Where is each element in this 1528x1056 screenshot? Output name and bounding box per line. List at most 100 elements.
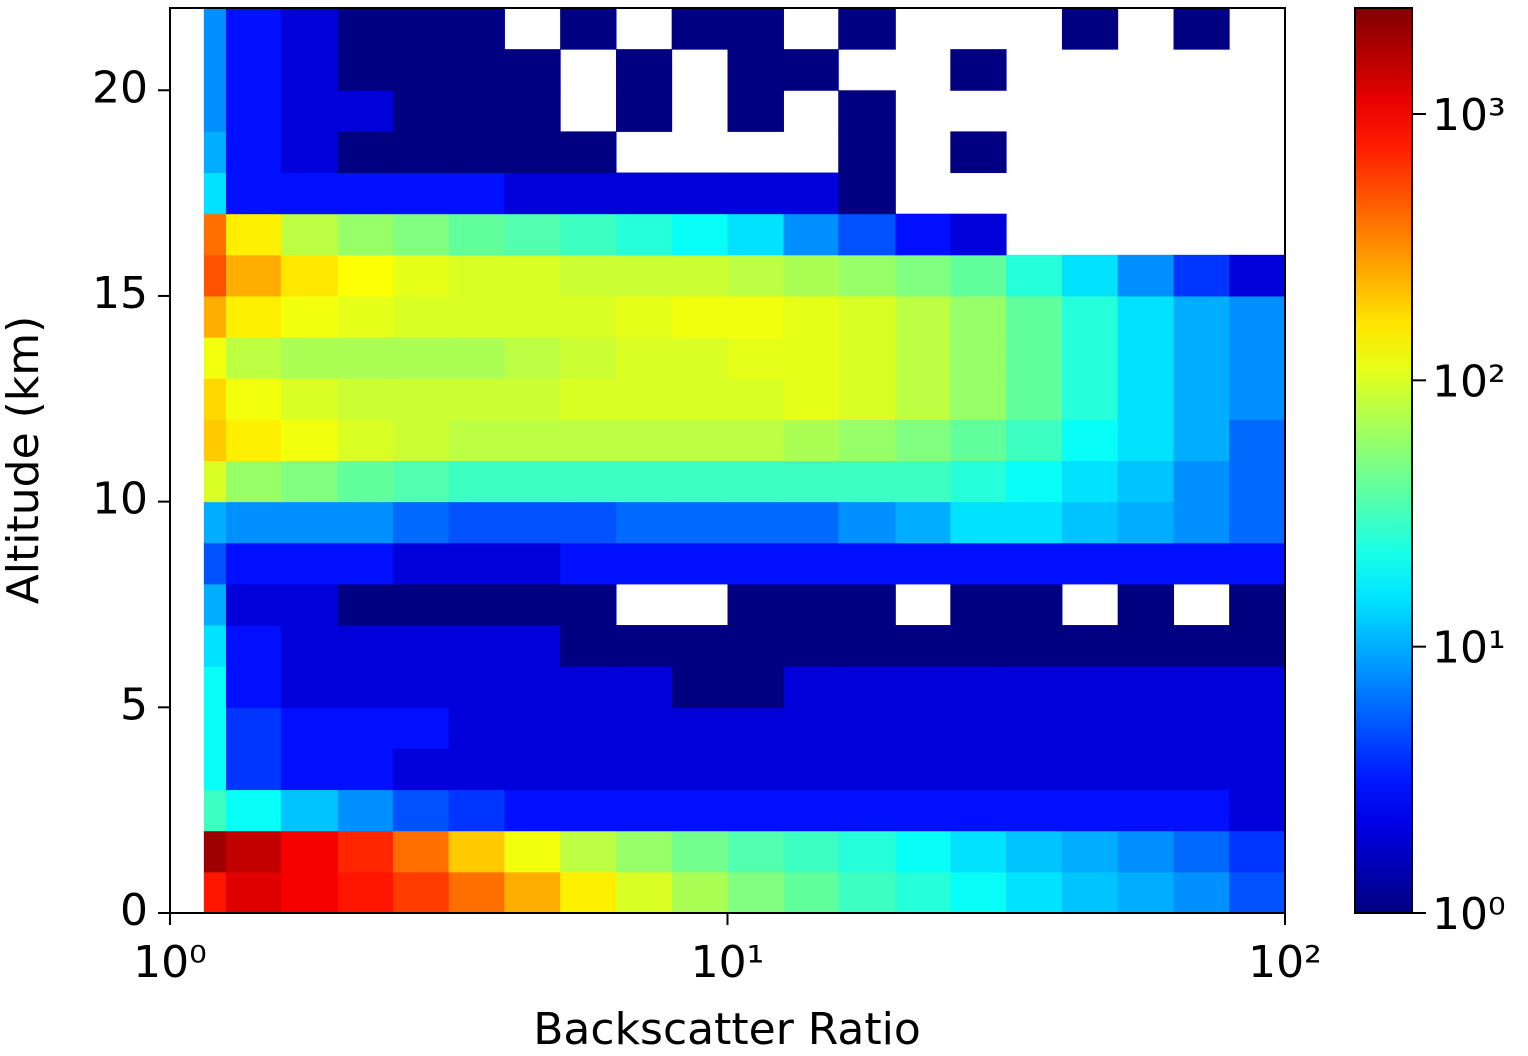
heatmap-cell <box>448 49 505 91</box>
heatmap-cell <box>560 871 617 914</box>
heatmap-cell <box>616 830 673 873</box>
heatmap-cell <box>448 254 505 297</box>
heatmap-cell <box>616 871 673 914</box>
heatmap-cell <box>616 789 673 832</box>
heatmap-cell <box>203 666 227 708</box>
heatmap-cell <box>560 583 617 626</box>
heatmap-cell <box>560 254 617 297</box>
heatmap-cell <box>895 501 951 544</box>
heatmap-cell <box>203 254 227 297</box>
heatmap-cell <box>616 295 673 338</box>
heatmap-cell <box>392 460 450 503</box>
heatmap-cell <box>1061 419 1119 461</box>
heatmap-cell <box>1229 707 1286 749</box>
heatmap-cell <box>560 625 617 667</box>
heatmap-cell <box>616 419 673 461</box>
heatmap-cell <box>448 213 505 256</box>
heatmap-cell <box>504 830 561 873</box>
heatmap-cell <box>280 295 339 338</box>
heatmap-cell <box>203 871 227 914</box>
heatmap-cell <box>727 707 784 749</box>
heatmap-cell <box>392 501 450 544</box>
heatmap-cell <box>783 460 839 503</box>
heatmap-cell <box>448 501 505 544</box>
heatmap-cell <box>203 378 227 420</box>
heatmap-cell <box>280 213 339 256</box>
heatmap-cell <box>225 542 282 585</box>
heatmap-cell <box>838 254 896 297</box>
heatmap-cell <box>950 337 1007 379</box>
heatmap-cell <box>560 501 617 544</box>
y-axis-label: Altitude (km) <box>0 316 49 605</box>
heatmap-cell <box>280 49 339 91</box>
heatmap-cell <box>838 8 896 50</box>
heatmap-cell <box>895 378 951 420</box>
heatmap-cell <box>337 419 394 461</box>
heatmap-cell <box>616 172 673 215</box>
heatmap-cell <box>727 295 784 338</box>
x-tick-label: 10² <box>1248 937 1322 988</box>
heatmap-cell <box>1006 625 1063 667</box>
heatmap-cell <box>1006 337 1063 379</box>
heatmap-cell <box>504 625 561 667</box>
heatmap-cell <box>616 666 673 708</box>
heatmap-cell <box>1061 789 1119 832</box>
heatmap-cell <box>1173 748 1230 791</box>
heatmap-cell <box>1117 460 1175 503</box>
heatmap-cell <box>1173 419 1230 461</box>
heatmap-cell <box>895 419 951 461</box>
heatmap-cell <box>838 172 896 215</box>
heatmap-cell <box>225 131 282 174</box>
heatmap-cell <box>1117 871 1175 914</box>
heatmap-cell <box>392 8 450 50</box>
heatmap-cell <box>448 90 505 132</box>
heatmap-cell <box>783 49 839 91</box>
heatmap-cell <box>950 131 1007 174</box>
heatmap-cell <box>1006 295 1063 338</box>
heatmap-cell <box>1006 460 1063 503</box>
heatmap-cell <box>727 90 784 132</box>
heatmap-cell <box>1117 542 1175 585</box>
heatmap-cell <box>616 748 673 791</box>
heatmap-cell <box>1117 625 1175 667</box>
heatmap-cell <box>783 707 839 749</box>
heatmap-cell <box>504 295 561 338</box>
heatmap-cell <box>225 789 282 832</box>
heatmap-cell <box>838 666 896 708</box>
heatmap-cell <box>1117 583 1175 626</box>
heatmap-cell <box>203 460 227 503</box>
colorbar-tick-label: 10¹ <box>1432 623 1506 674</box>
heatmap-cell <box>448 378 505 420</box>
y-tick-label: 5 <box>120 679 148 730</box>
heatmap-cell <box>1061 830 1119 873</box>
heatmap-cell <box>225 254 282 297</box>
heatmap-cell <box>504 419 561 461</box>
heatmap-cell <box>560 419 617 461</box>
heatmap-cell <box>950 460 1007 503</box>
heatmap-cell <box>1006 789 1063 832</box>
heatmap-cell <box>727 748 784 791</box>
heatmap-cell <box>225 666 282 708</box>
heatmap-cell <box>950 789 1007 832</box>
heatmap-cell <box>337 871 394 914</box>
heatmap-cell <box>392 542 450 585</box>
heatmap-cell <box>392 748 450 791</box>
heatmap-cell <box>727 830 784 873</box>
heatmap-cell <box>671 666 728 708</box>
heatmap-cell <box>1117 789 1175 832</box>
heatmap-cell <box>280 625 339 667</box>
heatmap-cell <box>838 542 896 585</box>
heatmap-cell <box>448 419 505 461</box>
heatmap-cell <box>448 583 505 626</box>
heatmap-cell <box>1229 666 1286 708</box>
heatmap-cell <box>838 583 896 626</box>
heatmap-cell <box>448 748 505 791</box>
heatmap-cell <box>895 748 951 791</box>
heatmap-cell <box>671 378 728 420</box>
heatmap-cell <box>727 254 784 297</box>
heatmap-cell <box>280 501 339 544</box>
heatmap-cell <box>225 707 282 749</box>
heatmap-cell <box>727 789 784 832</box>
heatmap-cell <box>895 254 951 297</box>
heatmap-cell <box>504 213 561 256</box>
